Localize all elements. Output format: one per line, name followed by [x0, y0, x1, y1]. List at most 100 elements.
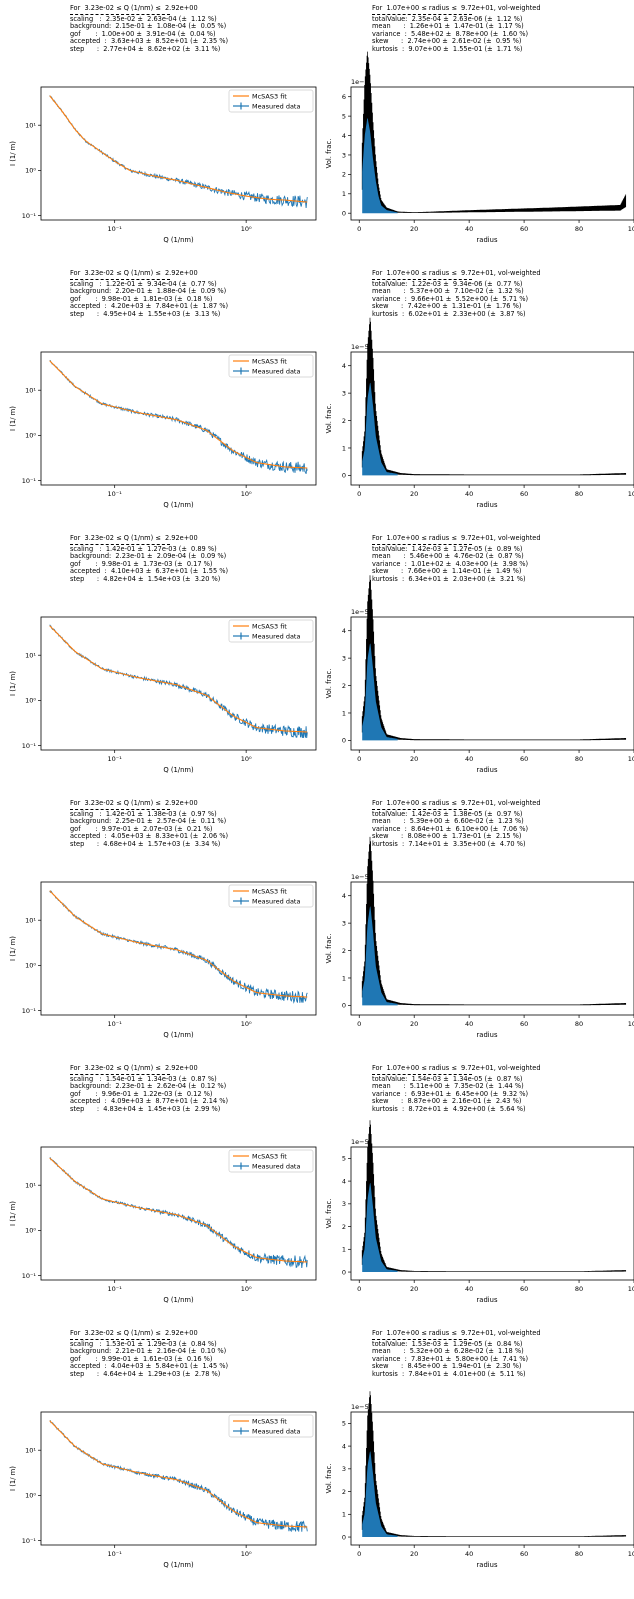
x-tick-label: 10⁻¹ — [108, 225, 123, 233]
fit-series — [49, 1157, 308, 1263]
fit-stat-line: accepted : 4.05e+03 ± 8.33e+01 (± 2.06 %… — [70, 832, 229, 841]
histogram-bars — [362, 1182, 398, 1272]
x-tick-label: 60 — [520, 1020, 528, 1028]
x-axis-label: radius — [476, 501, 497, 509]
y-tick-label: 2 — [342, 947, 346, 955]
y-tick-label: 10⁰ — [25, 697, 36, 705]
x-tick-label: 0 — [357, 1285, 361, 1293]
distribution-stat-line: variance : 9.66e+01 ± 5.52e+00 (± 5.71 %… — [372, 294, 529, 303]
fit-stat-line: gof : 9.98e-01 ± 1.81e-03 (± 0.18 %) — [70, 294, 213, 303]
panel-charts: 10⁻¹ 10⁰ 10¹ 10⁰ 10⁻¹ Q (1/nm) I (1/ m) McSAS3 … — [9, 51, 634, 244]
legend: McSAS3 fit Measured data — [228, 1414, 314, 1438]
dashed-divider — [70, 808, 170, 810]
fit-stat-line: gof : 9.97e-01 ± 2.07e-03 (± 0.21 %) — [70, 824, 213, 833]
y-axis-label: Vol. frac. — [325, 139, 333, 169]
q-range-header: For 3.23e-02 ≤ Q (1/nm) ≤ 2.92e+00 — [70, 1064, 198, 1072]
fit-stats-block: For 3.23e-02 ≤ Q (1/nm) ≤ 2.92e+00 scalin… — [70, 1329, 228, 1379]
x-axis-label: Q (1/nm) — [163, 236, 194, 244]
q-range-header: For 3.23e-02 ≤ Q (1/nm) ≤ 2.92e+00 — [70, 799, 198, 807]
fit-stats-block: For 3.23e-02 ≤ Q (1/nm) ≤ 2.92e+00 scalin… — [70, 534, 228, 584]
fit-stats-block: For 3.23e-02 ≤ Q (1/nm) ≤ 2.92e+00 scalin… — [70, 1064, 228, 1114]
legend-fit-label: McSAS3 fit — [252, 92, 287, 100]
intensity-axes-frame — [40, 351, 317, 486]
x-tick-label: 100 — [628, 1020, 634, 1028]
distribution-stat-line: skew : 7.66e+00 ± 1.14e-01 (± 1.49 %) — [372, 567, 522, 576]
y-tick-label: 4 — [342, 892, 346, 900]
y-axis-label: Vol. frac. — [325, 1199, 333, 1229]
x-tick-label: 100 — [628, 1550, 634, 1558]
legend-measured-label: Measured data — [252, 1427, 300, 1435]
result-panel: For 3.23e-02 ≤ Q (1/nm) ≤ 2.92e+00 scalin… — [0, 0, 634, 265]
histogram-bars — [362, 906, 398, 1006]
volume-histogram-plot: 0 20 40 60 80 100 0 1 2 3 4 5 1e−5 radius Vol. frac. — [325, 1120, 634, 1304]
result-panel: For 3.23e-02 ≤ Q (1/nm) ≤ 2.92e+00 scalin… — [0, 1060, 634, 1325]
legend-fit-label: McSAS3 fit — [252, 357, 287, 365]
y-axis-label: Vol. frac. — [325, 1464, 333, 1494]
intensity-plot: 10⁻¹ 10⁰ 10¹ 10⁰ 10⁻¹ Q (1/nm) I (1/ m) McSAS3 … — [9, 86, 317, 244]
fit-stats-block: For 3.23e-02 ≤ Q (1/nm) ≤ 2.92e+00 scalin… — [70, 799, 229, 849]
distribution-stat-line: mean : 5.39e+00 ± 6.60e-02 (± 1.23 %) — [372, 817, 524, 826]
legend-fit-label: McSAS3 fit — [252, 1417, 287, 1425]
dashed-divider — [70, 1073, 170, 1075]
radius-range-header: For 1.07e+00 ≤ radius ≤ 9.72e+01, vol-we… — [372, 534, 541, 542]
radius-range-header: For 1.07e+00 ≤ radius ≤ 9.72e+01, vol-we… — [372, 799, 541, 807]
dashed-divider — [70, 543, 170, 545]
y-tick-label: 0 — [342, 1002, 346, 1010]
fit-stat-line: step : 4.64e+04 ± 1.29e+03 (± 2.78 %) — [70, 1369, 221, 1378]
y-axis-label: I (1/ m) — [9, 671, 17, 696]
y-tick-label: 10⁻¹ — [22, 1537, 37, 1545]
x-tick-label: 10⁰ — [241, 755, 252, 763]
histogram-bars — [362, 1451, 398, 1537]
x-tick-label: 10⁰ — [241, 1285, 252, 1293]
histogram-error-bars — [361, 1391, 627, 1537]
y-tick-label: 10⁰ — [25, 432, 36, 440]
intensity-axes-frame — [40, 616, 317, 751]
y-tick-label: 3 — [342, 919, 346, 927]
histogram-axes-frame — [350, 616, 634, 751]
fit-stats-block: For 3.23e-02 ≤ Q (1/nm) ≤ 2.92e+00 scalin… — [70, 4, 228, 54]
q-range-header: For 3.23e-02 ≤ Q (1/nm) ≤ 2.92e+00 — [70, 269, 198, 277]
y-tick-label: 10¹ — [25, 652, 36, 660]
distribution-stat-line: totalValue: 1.53e-03 ± 1.29e-05 (± 0.84 … — [372, 1339, 523, 1348]
histogram-axes-frame — [350, 1411, 634, 1546]
x-tick-label: 80 — [575, 1020, 583, 1028]
fit-stat-line: background: 2.23e-01 ± 2.62e-04 (± 0.12 … — [70, 1082, 227, 1091]
distribution-stat-line: kurtosis : 7.84e+01 ± 4.01e+00 (± 5.11 %… — [372, 1369, 526, 1378]
volume-histogram-plot: 0 20 40 60 80 100 0 1 2 3 4 1e−5 radius Vol. frac. — [325, 317, 634, 509]
result-panel: For 3.23e-02 ≤ Q (1/nm) ≤ 2.92e+00 scalin… — [0, 265, 634, 530]
x-tick-label: 80 — [575, 490, 583, 498]
distribution-stat-line: kurtosis : 9.07e+00 ± 1.55e-01 (± 1.71 %… — [372, 44, 523, 53]
q-range-header: For 3.23e-02 ≤ Q (1/nm) ≤ 2.92e+00 — [70, 1329, 198, 1337]
y-tick-label: 3 — [342, 389, 346, 397]
x-tick-label: 40 — [465, 1020, 473, 1028]
fit-stat-line: step : 4.82e+04 ± 1.54e+03 (± 3.20 %) — [70, 574, 221, 583]
x-tick-label: 80 — [575, 225, 583, 233]
distribution-stats-block: For 1.07e+00 ≤ radius ≤ 9.72e+01, vol-we… — [372, 269, 541, 319]
distribution-stat-line: kurtosis : 6.34e+01 ± 2.03e+00 (± 3.21 %… — [372, 574, 526, 583]
x-tick-label: 10⁻¹ — [108, 490, 123, 498]
x-tick-label: 0 — [357, 225, 361, 233]
x-axis-label: Q (1/nm) — [163, 501, 194, 509]
y-tick-label: 10⁻¹ — [22, 742, 37, 750]
panel-charts: 10⁻¹ 10⁰ 10¹ 10⁰ 10⁻¹ Q (1/nm) I (1/ m) McSAS3 … — [9, 575, 634, 774]
distribution-stat-line: kurtosis : 6.02e+01 ± 2.33e+00 (± 3.87 %… — [372, 309, 526, 318]
y-tick-label: 4 — [342, 362, 346, 370]
y-tick-label: 10⁻¹ — [22, 477, 37, 485]
x-tick-label: 60 — [520, 225, 528, 233]
y-tick-label: 3 — [342, 151, 346, 159]
fit-stat-line: scaling : 2.35e-02 ± 2.63e-04 (± 1.12 %) — [70, 14, 217, 23]
fit-stat-line: background: 2.21e-01 ± 2.16e-04 (± 0.10 … — [70, 1347, 227, 1356]
radius-range-header: For 1.07e+00 ≤ radius ≤ 9.72e+01, vol-we… — [372, 4, 541, 12]
legend-measured-label: Measured data — [252, 632, 300, 640]
x-axis-label: radius — [476, 1031, 497, 1039]
fit-stat-line: background: 2.23e-01 ± 2.09e-04 (± 0.09 … — [70, 552, 227, 561]
y-tick-label: 1 — [342, 190, 346, 198]
y-tick-label: 10⁻¹ — [22, 212, 37, 220]
distribution-stat-line: mean : 5.11e+00 ± 7.35e-02 (± 1.44 %) — [372, 1082, 524, 1091]
result-panel: For 3.23e-02 ≤ Q (1/nm) ≤ 2.92e+00 scalin… — [0, 530, 634, 795]
fit-stats-block: For 3.23e-02 ≤ Q (1/nm) ≤ 2.92e+00 scalin… — [70, 269, 228, 319]
distribution-stats-block: For 1.07e+00 ≤ radius ≤ 9.72e+01, vol-we… — [372, 534, 541, 584]
y-tick-label: 0 — [342, 210, 346, 218]
y-tick-label: 4 — [342, 1177, 346, 1185]
dashed-divider — [372, 1338, 472, 1340]
